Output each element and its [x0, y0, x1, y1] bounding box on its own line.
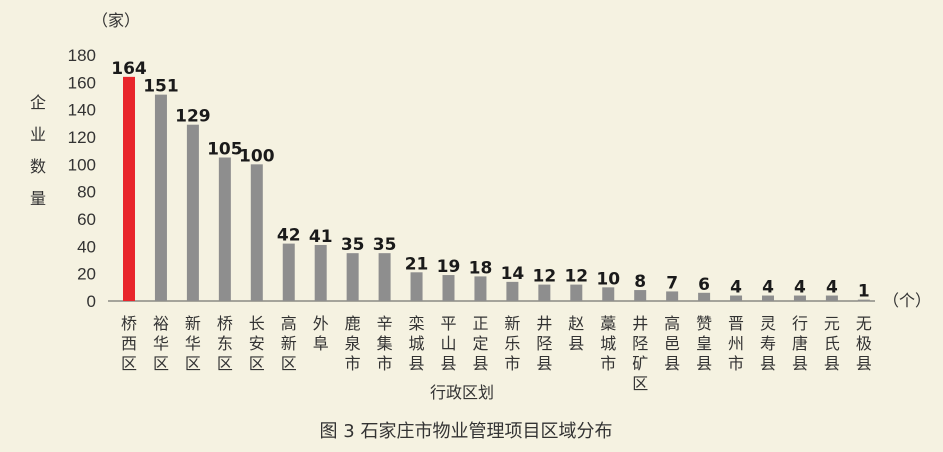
bar-21 [793, 295, 806, 301]
category-label: 裕华区 [153, 314, 169, 373]
value-label: 18 [469, 258, 493, 278]
bar-12 [506, 281, 519, 301]
bar-23 [857, 299, 870, 302]
y-axis-unit: （家） [92, 11, 140, 30]
y-axis-label-char: 业 [30, 125, 46, 144]
y-tick-label: 60 [77, 210, 96, 229]
bar-7 [346, 253, 359, 301]
bar-5 [282, 243, 295, 301]
value-label: 12 [564, 267, 588, 287]
x-axis-unit: （个） [883, 291, 931, 310]
value-label: 7 [666, 273, 678, 293]
category-label: 晋州市 [728, 314, 744, 373]
value-label: 19 [437, 257, 461, 277]
bar-11 [474, 276, 487, 301]
category-label: 灵寿县 [760, 314, 776, 373]
category-labels-group: 桥西区裕华区新华区桥东区长安区高新区外阜鹿泉市辛集市栾城县平山县正定县新乐市井陉… [121, 314, 872, 393]
value-label: 35 [373, 235, 397, 255]
y-axis-ticks: 0 20 40 60 80 100 120 140 160 180 [68, 46, 96, 311]
y-tick-label: 180 [68, 46, 96, 65]
category-label: 鹿泉市 [345, 314, 361, 373]
y-tick-label: 80 [77, 183, 96, 202]
y-tick-label: 160 [68, 73, 96, 92]
category-label: 高邑县 [664, 314, 680, 373]
value-label: 4 [730, 278, 742, 298]
bar-4 [250, 164, 263, 301]
category-label: 行唐县 [792, 314, 808, 373]
y-tick-label: 140 [68, 101, 96, 120]
category-label: 藁城市 [600, 314, 616, 373]
value-label: 42 [277, 226, 301, 246]
category-label: 井陉县 [536, 314, 552, 373]
bar-1 [154, 94, 167, 301]
category-label: 辛集市 [377, 314, 393, 373]
bar-0 [123, 76, 135, 301]
bar-10 [442, 275, 455, 301]
category-label: 元氏县 [824, 314, 840, 373]
bars-group [123, 76, 870, 302]
value-label: 6 [698, 275, 710, 295]
x-axis-label: 行政区划 [430, 383, 494, 402]
value-label: 14 [501, 264, 525, 284]
bar-22 [825, 295, 838, 301]
y-axis-label-char: 量 [30, 189, 46, 208]
value-label: 129 [175, 107, 211, 127]
y-tick-label: 40 [77, 237, 96, 256]
value-label: 35 [341, 235, 365, 255]
y-tick-label: 120 [68, 128, 96, 147]
y-tick-label: 0 [87, 292, 96, 311]
bar-15 [602, 287, 615, 301]
value-label: 12 [533, 267, 557, 287]
bar-16 [634, 290, 647, 301]
value-label: 4 [794, 278, 806, 298]
bar-14 [570, 284, 583, 301]
bar-3 [218, 157, 231, 301]
category-label: 栾城县 [409, 314, 425, 373]
category-label: 井陉矿区 [632, 314, 648, 393]
value-label: 21 [405, 254, 429, 274]
value-label: 4 [762, 278, 774, 298]
bar-19 [730, 295, 743, 301]
bar-8 [378, 253, 391, 301]
value-label: 8 [634, 272, 646, 292]
category-label: 新乐市 [504, 314, 520, 373]
bar-2 [186, 124, 199, 301]
category-label: 平山县 [440, 314, 456, 373]
value-label: 41 [309, 227, 333, 247]
value-label: 164 [111, 59, 147, 79]
category-label: 长安区 [249, 314, 265, 373]
category-label: 赞皇县 [696, 314, 712, 373]
y-axis-label-char: 企 [30, 93, 46, 112]
value-label: 1 [858, 282, 870, 302]
category-label: 高新区 [281, 314, 297, 373]
bar-13 [538, 284, 551, 301]
value-label: 10 [596, 269, 620, 289]
value-label: 151 [143, 77, 179, 97]
figure-caption: 图 3 石家庄市物业管理项目区域分布 [320, 421, 613, 442]
bar-20 [762, 295, 774, 301]
y-tick-label: 100 [68, 155, 96, 174]
bar-17 [666, 291, 679, 301]
value-label: 100 [239, 146, 275, 166]
bar-18 [698, 292, 711, 301]
category-label: 正定县 [472, 314, 488, 373]
y-tick-label: 20 [77, 265, 96, 284]
category-label: 桥西区 [121, 314, 137, 373]
category-label: 桥东区 [217, 314, 233, 373]
category-label: 新华区 [185, 314, 201, 373]
bar-9 [410, 272, 423, 301]
bar-6 [314, 244, 327, 301]
category-label: 无极县 [856, 314, 872, 373]
value-label: 105 [207, 140, 243, 160]
category-label: 赵县 [568, 314, 584, 353]
category-label: 外阜 [313, 314, 329, 353]
value-label: 4 [826, 278, 838, 298]
y-axis-label-char: 数 [30, 157, 46, 176]
